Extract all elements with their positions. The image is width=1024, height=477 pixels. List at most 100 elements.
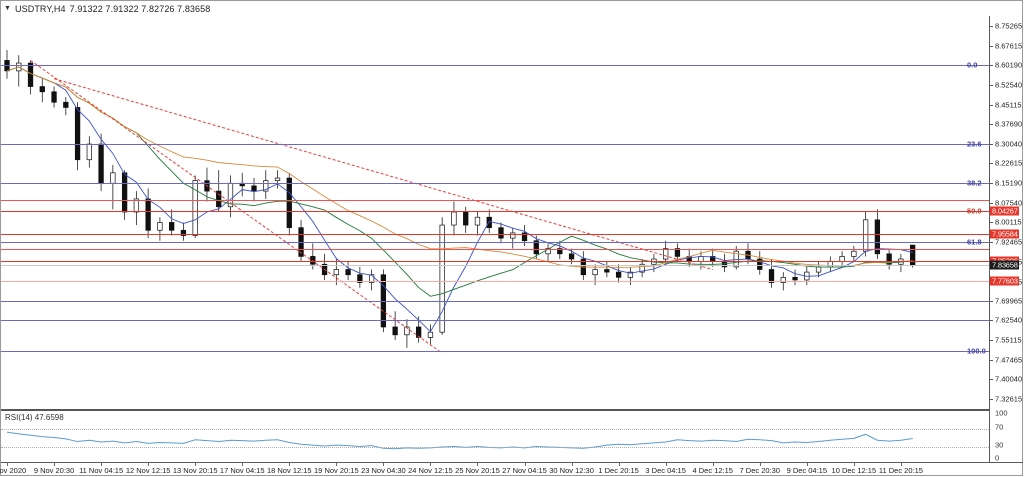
fib-level-38-line	[1, 182, 989, 184]
candle	[216, 170, 222, 212]
rsi-pane[interactable]: RSI(14) 47.6598	[1, 409, 989, 464]
candle	[63, 97, 69, 116]
price-axis-tick	[990, 85, 993, 87]
moving-average-green	[6, 66, 913, 297]
moving-average-orange	[6, 66, 913, 268]
time-axis-tick	[242, 463, 244, 466]
time-axis-tick	[54, 463, 56, 466]
time-axis-tick	[336, 463, 338, 466]
caret-down-icon[interactable]: ▼	[4, 4, 12, 12]
candle	[357, 266, 363, 288]
time-axis-label: 27 Nov 04:15	[502, 466, 547, 475]
candle	[768, 259, 775, 288]
aux-level-line-4	[1, 248, 989, 250]
candle	[604, 261, 610, 278]
price-axis-label: 8.60190	[995, 60, 1023, 70]
candle	[86, 136, 92, 168]
price-axis-tick	[990, 320, 993, 322]
time-axis-label: 19 Nov 20:15	[314, 466, 359, 475]
price-axis-tick	[990, 242, 993, 244]
candle	[545, 243, 551, 262]
candle	[298, 219, 304, 262]
candle	[404, 319, 410, 348]
candle	[263, 170, 269, 199]
price-axis-tick	[990, 163, 993, 165]
candle	[274, 170, 281, 189]
time-axis-label: 30 Nov 12:30	[549, 466, 594, 475]
time-axis-tick	[195, 463, 197, 466]
fib-level-0-line	[1, 65, 989, 67]
fib-level-100-line	[1, 350, 989, 352]
price-axis-label: 7.55115	[995, 335, 1022, 345]
current-price-line	[1, 265, 989, 267]
time-axis-label: 1 Dec 20:15	[598, 466, 639, 475]
time-axis-tick	[7, 463, 8, 466]
candle	[427, 324, 434, 346]
candle	[157, 217, 163, 241]
price-axis-label: 8.15190	[995, 178, 1023, 188]
price-axis-tick	[990, 143, 993, 145]
candle	[51, 86, 57, 108]
time-axis-tick	[853, 463, 855, 466]
time-axis-tick	[101, 463, 103, 466]
time-axis-label: 24 Nov 12:15	[408, 466, 453, 475]
time-axis-label: 10 Dec 12:15	[831, 466, 877, 475]
ohlc-values-label: 7.91322 7.91322 7.82726 7.83658	[69, 4, 211, 14]
time-axis-label: 25 Nov 20:15	[455, 466, 500, 475]
candle	[533, 235, 539, 260]
candle	[133, 191, 140, 226]
price-axis-label: 7.47465	[995, 355, 1023, 365]
time-axis-tick	[383, 463, 385, 466]
rsi-line-plot	[6, 431, 913, 450]
candle	[145, 188, 151, 239]
time-axis-tick	[148, 463, 150, 466]
price-axis[interactable]: 8.75265 8.67615 8.60190 8.52540 8.45115 8.376…	[989, 16, 1024, 463]
trendline-dashed-2	[53, 78, 713, 270]
candle	[392, 311, 398, 341]
support-price-tag: 7.77603	[990, 276, 1019, 286]
fib-50-price-tag: 8.04267	[990, 206, 1019, 216]
time-axis-label: 17 Nov 04:15	[219, 466, 265, 475]
price-axis-label: 7.62540	[995, 315, 1023, 325]
price-axis-tick	[990, 25, 993, 27]
rsi-oversold-line	[1, 446, 989, 448]
candle	[368, 269, 375, 291]
candle	[321, 253, 328, 280]
time-axis-label: 12 Nov 12:15	[125, 466, 171, 475]
time-axis-tick	[477, 463, 479, 466]
candle	[898, 253, 904, 273]
price-pane[interactable]	[1, 16, 989, 408]
aux-level-line-3	[1, 200, 989, 202]
price-axis-tick	[990, 379, 993, 381]
time-axis-label: 18 Nov 12:15	[266, 466, 312, 475]
fib-level-50-line	[1, 211, 989, 213]
trendline-dashed	[30, 60, 443, 354]
symbol-timeframe-label: USDTRY,H4	[15, 4, 66, 14]
chart-header: ▼ USDTRY,H4 7.91322 7.91322 7.82726 7.83…	[4, 3, 210, 15]
resistance-line	[1, 233, 989, 235]
candle	[110, 164, 116, 210]
price-axis-tick	[990, 123, 993, 125]
rsi-axis-label: 100	[995, 408, 1008, 418]
rsi-indicator-label: RSI(14) 47.6598	[5, 413, 64, 422]
support-line	[1, 280, 989, 282]
rsi-axis-label: 30	[995, 440, 1004, 449]
price-axis-tick	[990, 359, 993, 361]
price-axis-label: 8.45115	[995, 100, 1022, 110]
candle	[498, 222, 504, 244]
price-axis-label: 8.00115	[995, 217, 1022, 227]
fib-level-23-label: 23.6	[967, 139, 982, 149]
time-axis-label: 9 Dec 04:15	[786, 466, 828, 475]
time-axis-label: 23 Nov 04:30	[361, 466, 406, 475]
fib-level-23-line	[1, 143, 989, 145]
price-axis-tick	[990, 300, 993, 302]
price-axis-label: 8.52540	[995, 80, 1023, 90]
candle	[180, 222, 187, 241]
time-axis-label: 7 Dec 20:30	[739, 466, 780, 475]
price-axis-tick	[990, 202, 993, 204]
time-axis-tick	[430, 463, 432, 466]
time-axis-tick	[524, 463, 526, 466]
time-axis-label: 13 Nov 20:15	[172, 466, 218, 475]
candlestick-plot	[4, 49, 916, 354]
